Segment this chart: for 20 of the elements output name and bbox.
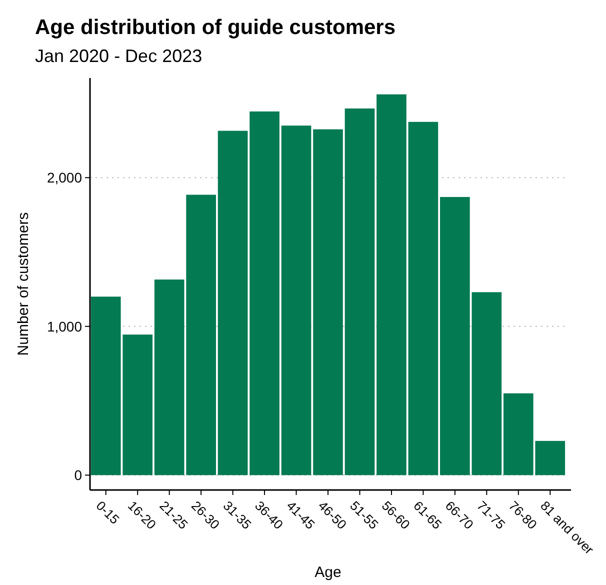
x-tick-label: 0-15 <box>93 498 122 527</box>
bar <box>344 108 375 476</box>
bar <box>472 292 502 476</box>
bar <box>250 111 280 476</box>
y-tick-label: 2,000 <box>46 170 82 186</box>
bar <box>281 126 312 476</box>
y-tick-label: 1,000 <box>46 318 82 334</box>
y-tick-label: 0 <box>74 467 82 484</box>
bar <box>440 196 470 476</box>
bar <box>313 129 343 476</box>
bar <box>186 194 216 476</box>
bar <box>154 280 184 476</box>
bar <box>376 94 406 476</box>
chart-subtitle: Jan 2020 - Dec 2023 <box>35 46 202 66</box>
bar <box>218 130 248 476</box>
x-tick-label: 81 and over <box>538 498 598 558</box>
chart-title: Age distribution of guide customers <box>35 16 396 39</box>
y-axis-title: Number of customers <box>15 212 32 356</box>
x-axis-title: Age <box>314 564 342 581</box>
bar <box>408 122 438 476</box>
